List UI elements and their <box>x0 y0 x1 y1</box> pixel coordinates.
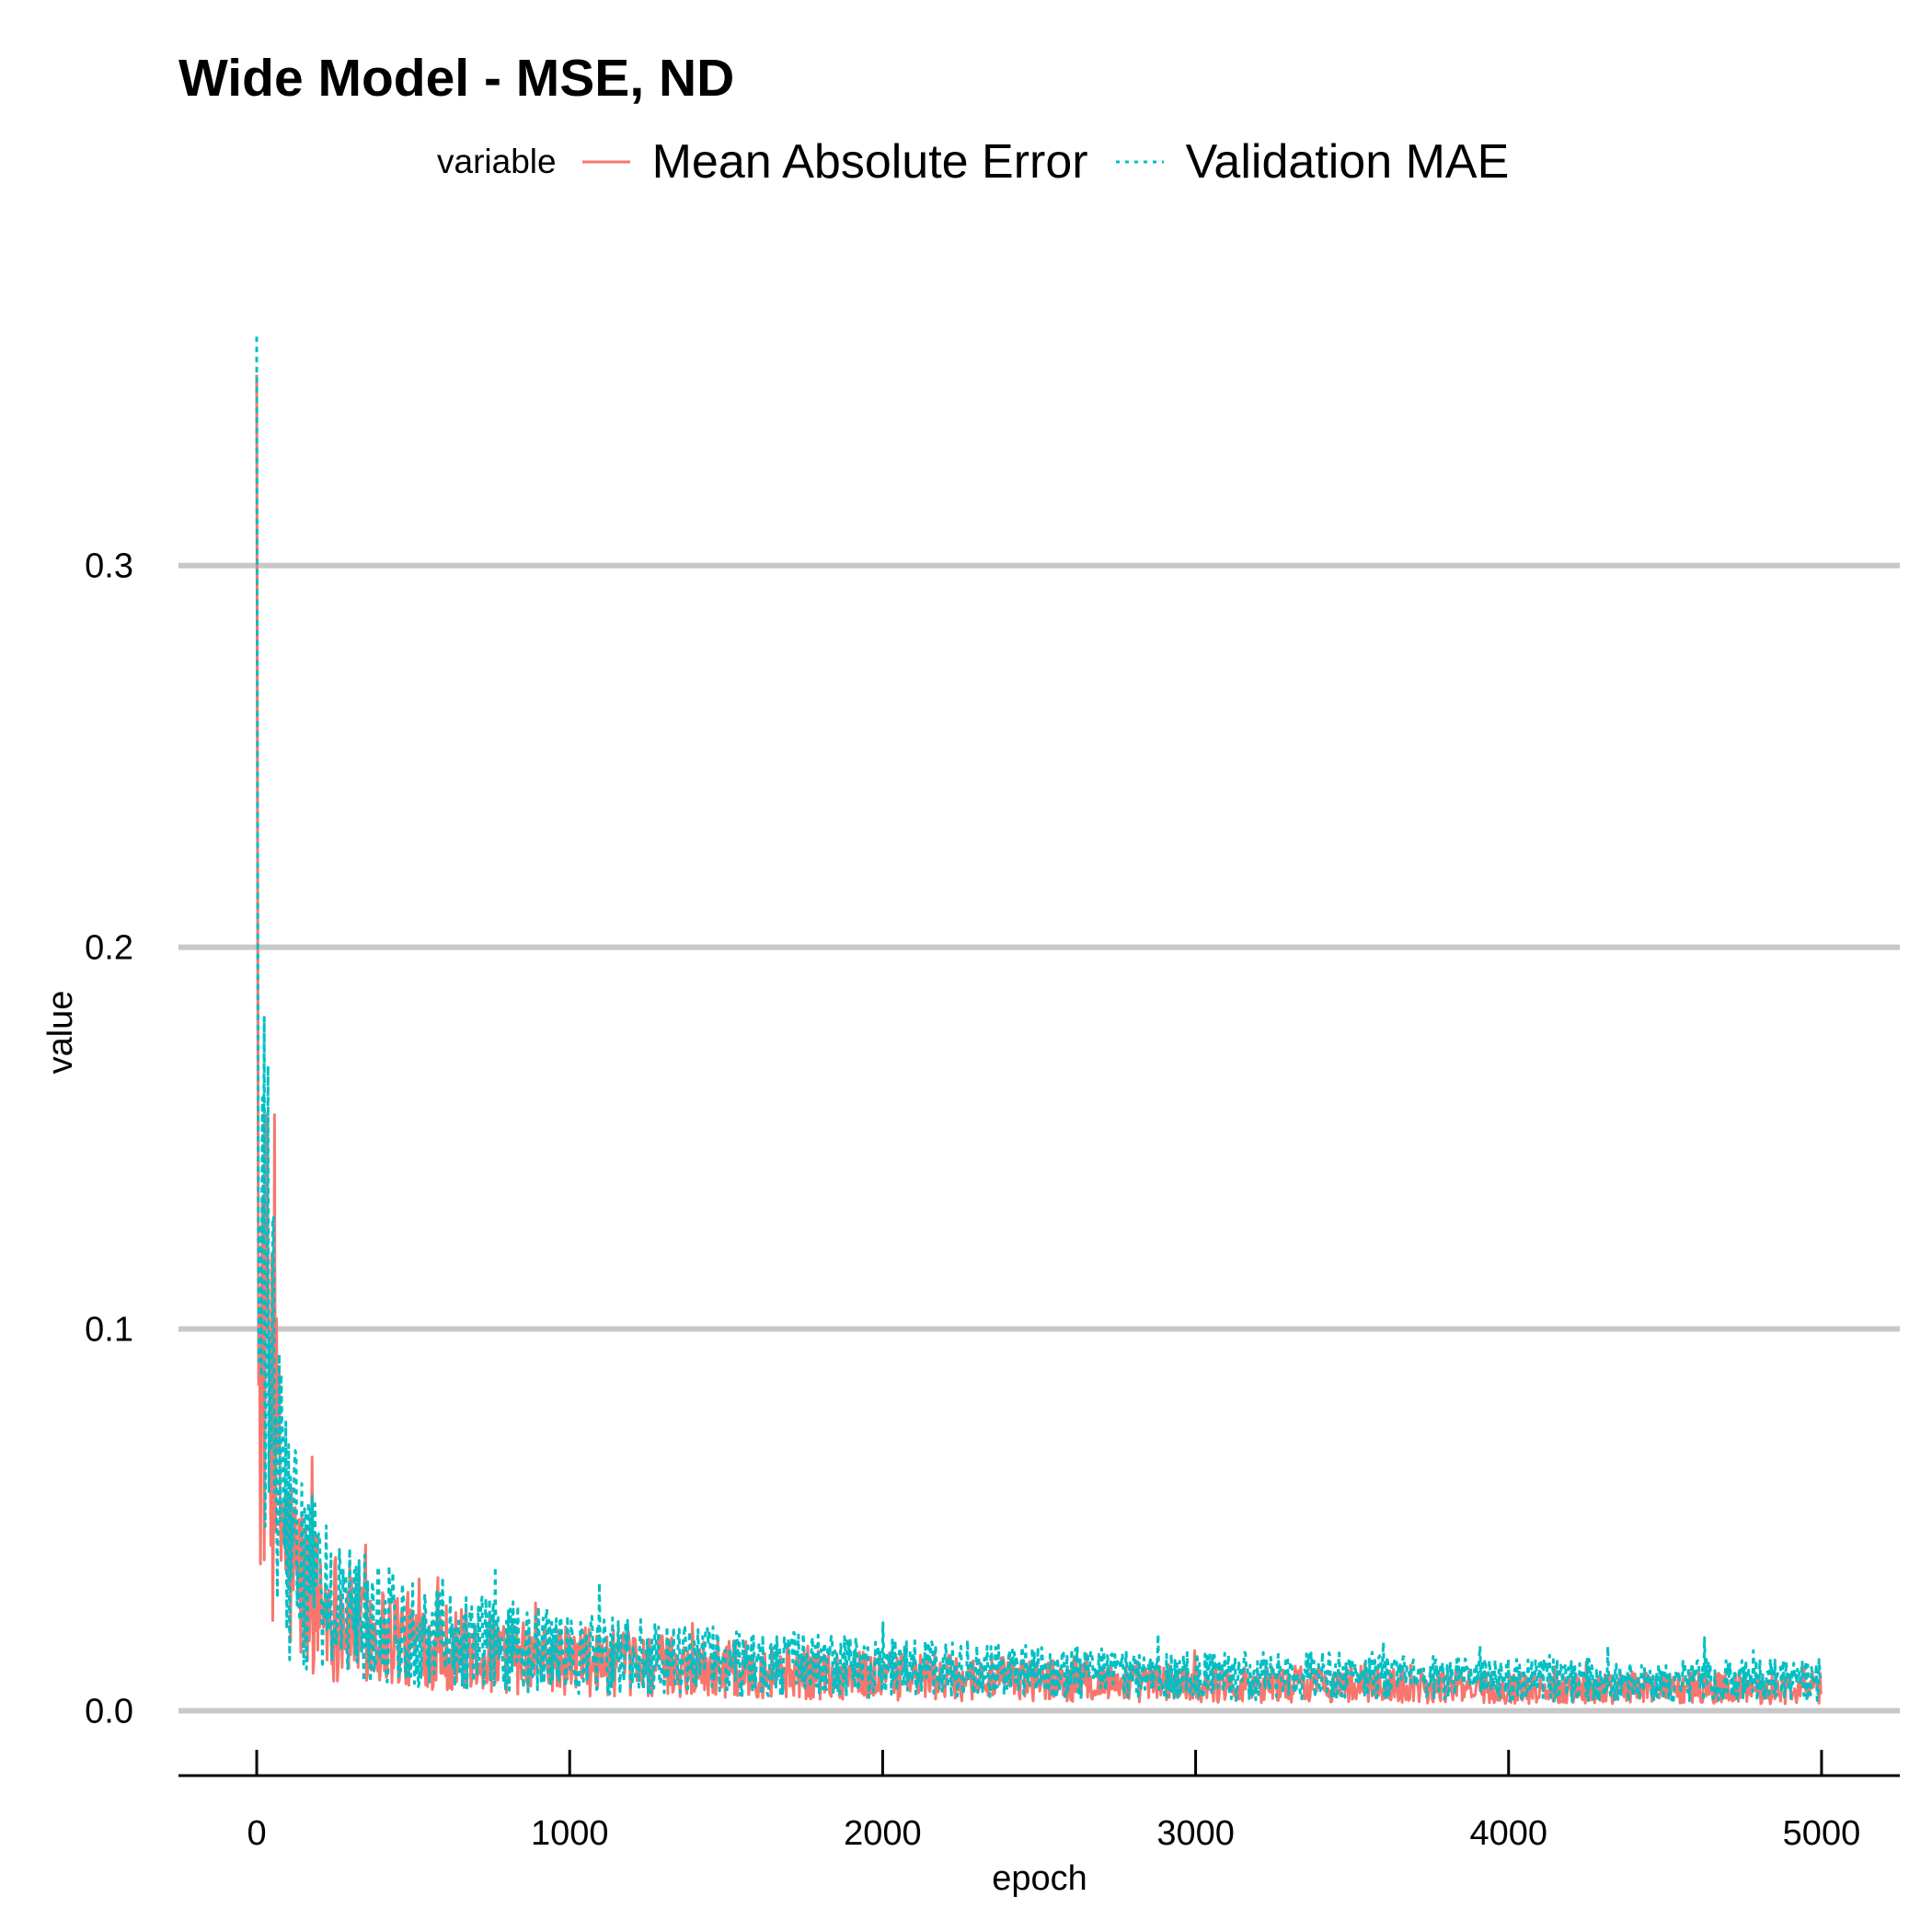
series-line-mean-absolute-error <box>255 374 1823 1706</box>
legend-label-mae: Mean Absolute Error <box>651 135 1088 189</box>
legend: variable Mean Absolute Error Validation … <box>437 133 1533 190</box>
legend-item-val-mae: Validation MAE <box>1112 134 1510 190</box>
x-tick-label: 4000 <box>1469 1814 1547 1853</box>
gridlines <box>178 562 1900 1714</box>
series-line-validation-mae <box>255 336 1823 1703</box>
x-axis-label: epoch <box>992 1859 1087 1898</box>
x-axis: 0 1000 2000 3000 4000 5000 <box>178 1750 1900 1853</box>
y-tick-label: 0.1 <box>85 1311 133 1350</box>
x-tick-label: 0 <box>247 1814 266 1853</box>
y-tick-label: 0.2 <box>85 929 133 968</box>
legend-key-mae <box>579 153 634 171</box>
y-tick-label: 0.0 <box>85 1692 133 1731</box>
chart-title: Wide Model - MSE, ND <box>178 49 735 108</box>
x-tick-label: 1000 <box>531 1814 609 1853</box>
x-tick-label: 5000 <box>1783 1814 1861 1853</box>
legend-item-mae: Mean Absolute Error <box>579 134 1088 190</box>
x-tick-label: 2000 <box>844 1814 922 1853</box>
legend-label-val-mae: Validation MAE <box>1185 135 1510 189</box>
y-axis: 0.0 0.1 0.2 0.3 <box>85 547 133 1731</box>
legend-title: variable <box>437 143 557 180</box>
legend-key-val-mae <box>1112 153 1167 171</box>
y-axis-label: value <box>41 991 80 1075</box>
series-lines <box>255 336 1823 1706</box>
x-tick-label: 3000 <box>1156 1814 1235 1853</box>
y-tick-label: 0.3 <box>85 547 133 586</box>
